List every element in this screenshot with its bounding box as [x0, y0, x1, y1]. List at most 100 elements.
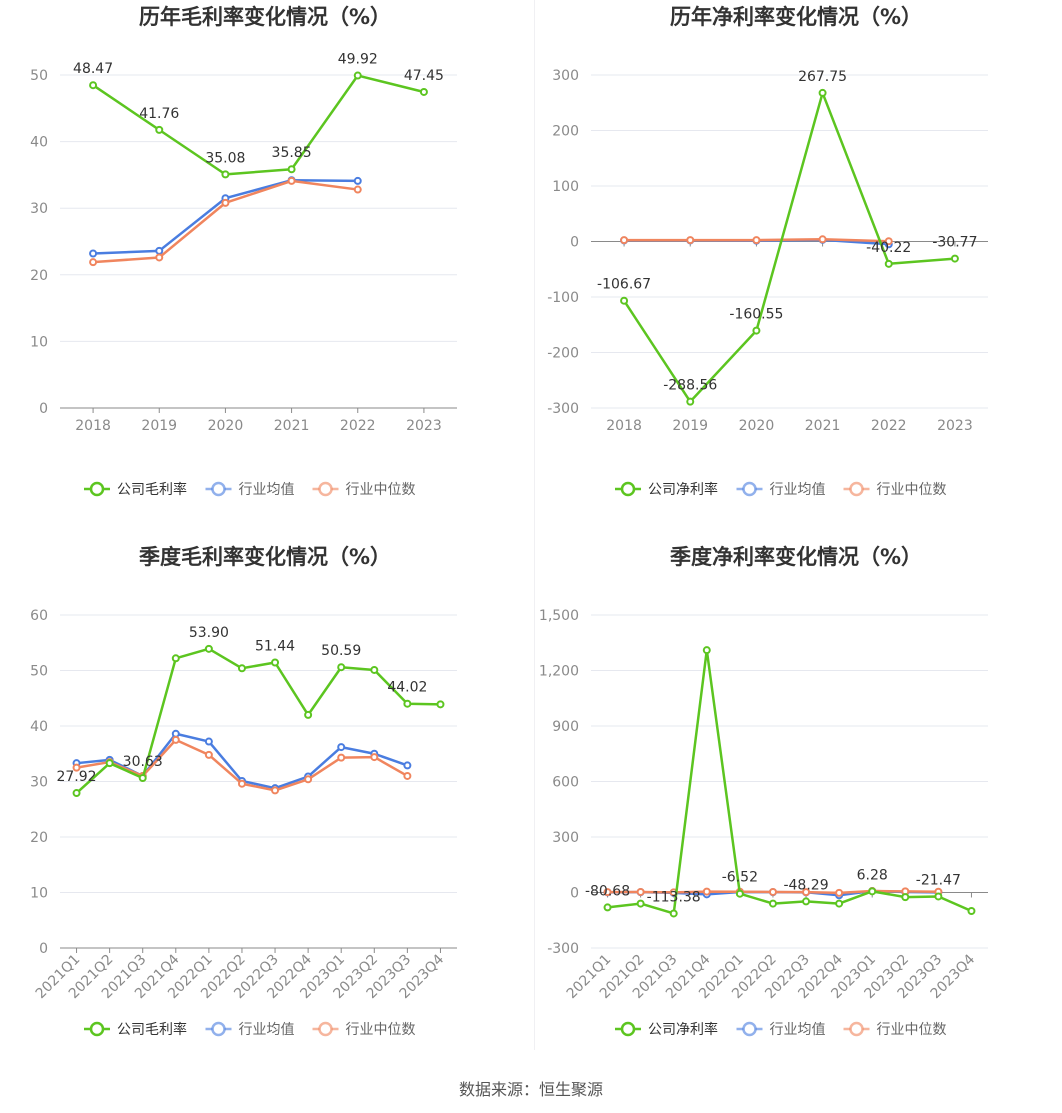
data-point-median[interactable]	[337, 753, 346, 762]
data-point-company[interactable]	[669, 909, 678, 918]
data-point-company[interactable]	[221, 170, 230, 179]
data-point-median[interactable]	[403, 771, 412, 780]
data-point-median[interactable]	[768, 887, 777, 896]
data-point-median[interactable]	[802, 888, 811, 897]
data-point-company[interactable]	[419, 87, 428, 96]
data-point-avg[interactable]	[171, 729, 180, 738]
data-point-company[interactable]	[436, 700, 445, 709]
chart-title: 历年净利率变化情况（%）	[670, 5, 922, 29]
data-label: 51.44	[255, 639, 295, 655]
legend-item-median[interactable]: 行业中位数	[843, 481, 947, 498]
data-point-company[interactable]	[702, 646, 711, 655]
data-point-median[interactable]	[835, 888, 844, 897]
chart-svg-annual-net: 历年净利率变化情况（%） -300 -200 -100 0 100 200 300 2018 20…	[547, 5, 988, 498]
data-point-company[interactable]	[802, 897, 811, 906]
y-tick-label: 1,200	[539, 664, 579, 680]
data-point-company[interactable]	[304, 710, 313, 719]
legend-label: 行业中位数	[877, 1022, 947, 1038]
data-point-company[interactable]	[934, 892, 943, 901]
data-point-company[interactable]	[818, 88, 827, 97]
data-point-median[interactable]	[89, 258, 98, 267]
data-point-company[interactable]	[287, 165, 296, 174]
data-point-median[interactable]	[686, 236, 695, 245]
data-label: 47.45	[404, 68, 444, 84]
data-point-company[interactable]	[271, 658, 280, 667]
data-point-company[interactable]	[353, 71, 362, 80]
data-point-avg[interactable]	[155, 246, 164, 255]
series-line-median	[92, 179, 358, 264]
data-point-company[interactable]	[72, 789, 81, 798]
data-point-company[interactable]	[967, 907, 976, 915]
legend-marker	[318, 1021, 333, 1037]
data-point-company[interactable]	[686, 397, 695, 406]
data-point-company[interactable]	[403, 699, 412, 708]
data-point-median[interactable]	[271, 786, 280, 795]
legend-label: 公司净利率	[648, 1021, 718, 1038]
data-point-company[interactable]	[171, 654, 180, 663]
data-point-median[interactable]	[884, 237, 893, 246]
data-point-company[interactable]	[884, 259, 893, 268]
chart-svg-annual-gross: 历年毛利率变化情况（%） 0 10 20 30 40 50 2018 2019 2020 2021 2…	[30, 5, 457, 498]
legend-marker	[849, 481, 864, 497]
data-point-company[interactable]	[901, 893, 910, 902]
data-point-company[interactable]	[768, 899, 777, 908]
y-tick-label: 50	[30, 664, 48, 680]
legend-item-avg[interactable]: 行业均值	[205, 1021, 295, 1038]
legend-item-company[interactable]: 公司净利率	[615, 1021, 718, 1038]
legend-item-avg[interactable]: 行业均值	[736, 481, 826, 498]
data-point-median[interactable]	[72, 763, 81, 772]
data-point-avg[interactable]	[204, 737, 213, 746]
data-point-company[interactable]	[735, 889, 744, 898]
chart-title: 季度净利率变化情况（%）	[670, 545, 922, 569]
data-point-company[interactable]	[835, 899, 844, 908]
data-point-median[interactable]	[237, 779, 246, 788]
data-point-median[interactable]	[353, 185, 362, 194]
data-point-median[interactable]	[171, 735, 180, 744]
legend-item-company[interactable]: 公司毛利率	[84, 1021, 187, 1038]
data-point-median[interactable]	[370, 753, 379, 762]
data-point-avg[interactable]	[337, 743, 346, 752]
data-label: 48.47	[73, 61, 113, 77]
y-tick-label: 1,500	[539, 608, 579, 624]
data-point-company[interactable]	[370, 665, 379, 674]
data-point-company[interactable]	[603, 903, 612, 912]
data-label: -48.29	[783, 877, 828, 893]
data-point-company[interactable]	[204, 644, 213, 653]
data-point-median[interactable]	[304, 775, 313, 784]
data-point-median[interactable]	[204, 750, 213, 759]
legend-item-avg[interactable]: 行业均值	[205, 481, 295, 498]
legend-item-avg[interactable]: 行业均值	[736, 1021, 826, 1038]
data-point-company[interactable]	[155, 125, 164, 134]
data-point-median[interactable]	[603, 888, 612, 897]
legend-item-median[interactable]: 行业中位数	[843, 1021, 947, 1038]
data-point-avg[interactable]	[353, 176, 362, 185]
data-point-median[interactable]	[221, 198, 230, 207]
data-point-median[interactable]	[818, 235, 827, 244]
data-point-avg[interactable]	[403, 761, 412, 770]
legend-item-median[interactable]: 行业中位数	[312, 481, 416, 498]
data-point-company[interactable]	[138, 774, 147, 783]
legend-marker	[211, 481, 226, 497]
data-point-company[interactable]	[620, 296, 629, 305]
legend-item-company[interactable]: 公司净利率	[615, 481, 718, 498]
x-tick-label: 2023	[937, 418, 973, 434]
data-point-median[interactable]	[752, 236, 761, 245]
data-point-company[interactable]	[752, 326, 761, 335]
data-point-median[interactable]	[155, 253, 164, 262]
series-line-avg	[93, 178, 358, 255]
data-point-company[interactable]	[237, 664, 246, 673]
legend-item-median[interactable]: 行业中位数	[312, 1021, 416, 1038]
data-point-company[interactable]	[105, 759, 114, 768]
data-point-company[interactable]	[950, 254, 959, 263]
data-point-avg[interactable]	[89, 249, 98, 258]
data-point-median[interactable]	[702, 887, 711, 896]
data-point-company[interactable]	[868, 887, 877, 896]
legend-item-company[interactable]: 公司毛利率	[84, 481, 187, 498]
data-point-median[interactable]	[636, 887, 645, 896]
data-point-median[interactable]	[287, 176, 296, 185]
data-point-company[interactable]	[337, 663, 346, 672]
data-point-median[interactable]	[620, 236, 629, 245]
data-label: 41.76	[139, 106, 179, 122]
data-point-company[interactable]	[636, 899, 645, 908]
data-point-company[interactable]	[89, 81, 98, 90]
